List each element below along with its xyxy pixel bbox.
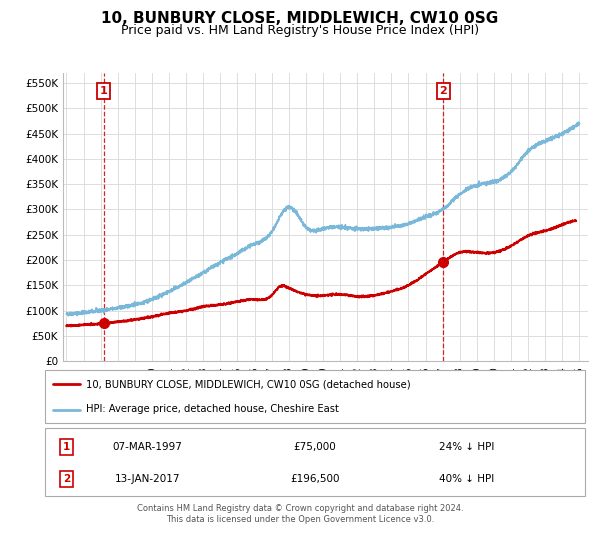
- Text: 2: 2: [439, 86, 447, 96]
- Text: 40% ↓ HPI: 40% ↓ HPI: [439, 474, 494, 484]
- Text: £75,000: £75,000: [293, 442, 337, 452]
- FancyBboxPatch shape: [45, 370, 585, 423]
- Text: 1: 1: [100, 86, 107, 96]
- Text: This data is licensed under the Open Government Licence v3.0.: This data is licensed under the Open Gov…: [166, 515, 434, 524]
- Text: 1: 1: [63, 442, 70, 452]
- Text: Contains HM Land Registry data © Crown copyright and database right 2024.: Contains HM Land Registry data © Crown c…: [137, 504, 463, 513]
- Text: 13-JAN-2017: 13-JAN-2017: [115, 474, 181, 484]
- Text: 2: 2: [63, 474, 70, 484]
- FancyBboxPatch shape: [45, 428, 585, 496]
- Text: HPI: Average price, detached house, Cheshire East: HPI: Average price, detached house, Ches…: [86, 404, 338, 414]
- Text: 10, BUNBURY CLOSE, MIDDLEWICH, CW10 0SG (detached house): 10, BUNBURY CLOSE, MIDDLEWICH, CW10 0SG …: [86, 380, 410, 390]
- Text: 24% ↓ HPI: 24% ↓ HPI: [439, 442, 494, 452]
- Text: Price paid vs. HM Land Registry's House Price Index (HPI): Price paid vs. HM Land Registry's House …: [121, 24, 479, 37]
- Text: £196,500: £196,500: [290, 474, 340, 484]
- Text: 10, BUNBURY CLOSE, MIDDLEWICH, CW10 0SG: 10, BUNBURY CLOSE, MIDDLEWICH, CW10 0SG: [101, 11, 499, 26]
- Text: 07-MAR-1997: 07-MAR-1997: [113, 442, 182, 452]
